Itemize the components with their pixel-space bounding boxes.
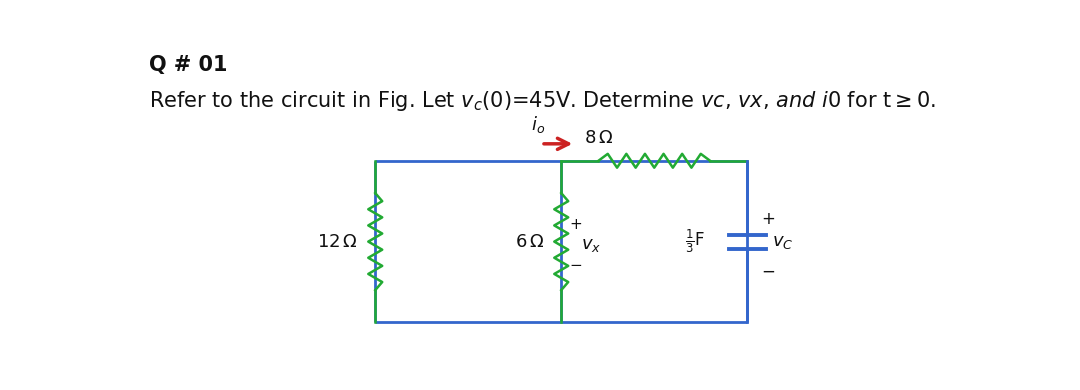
Text: $v_C$: $v_C$ [772,232,794,251]
Text: $8\,\Omega$: $8\,\Omega$ [584,129,613,147]
Text: $\mathit{i}_o$: $\mathit{i}_o$ [531,113,545,135]
Text: $6\,\Omega$: $6\,\Omega$ [515,232,544,251]
Text: $v_x$: $v_x$ [581,236,602,254]
Text: Q # 01: Q # 01 [149,55,228,74]
Text: Refer to the circuit in Fig. Let $v_c$(0)=45V. Determine $\mathit{vc}$, $\mathit: Refer to the circuit in Fig. Let $v_c$(0… [149,89,935,113]
Text: $-$: $-$ [569,256,582,271]
Text: $12\,\Omega$: $12\,\Omega$ [318,232,359,251]
Text: $\frac{1}{3}$F: $\frac{1}{3}$F [685,228,704,255]
Text: $-$: $-$ [761,262,775,280]
Text: +: + [569,217,582,232]
Text: +: + [761,209,775,227]
